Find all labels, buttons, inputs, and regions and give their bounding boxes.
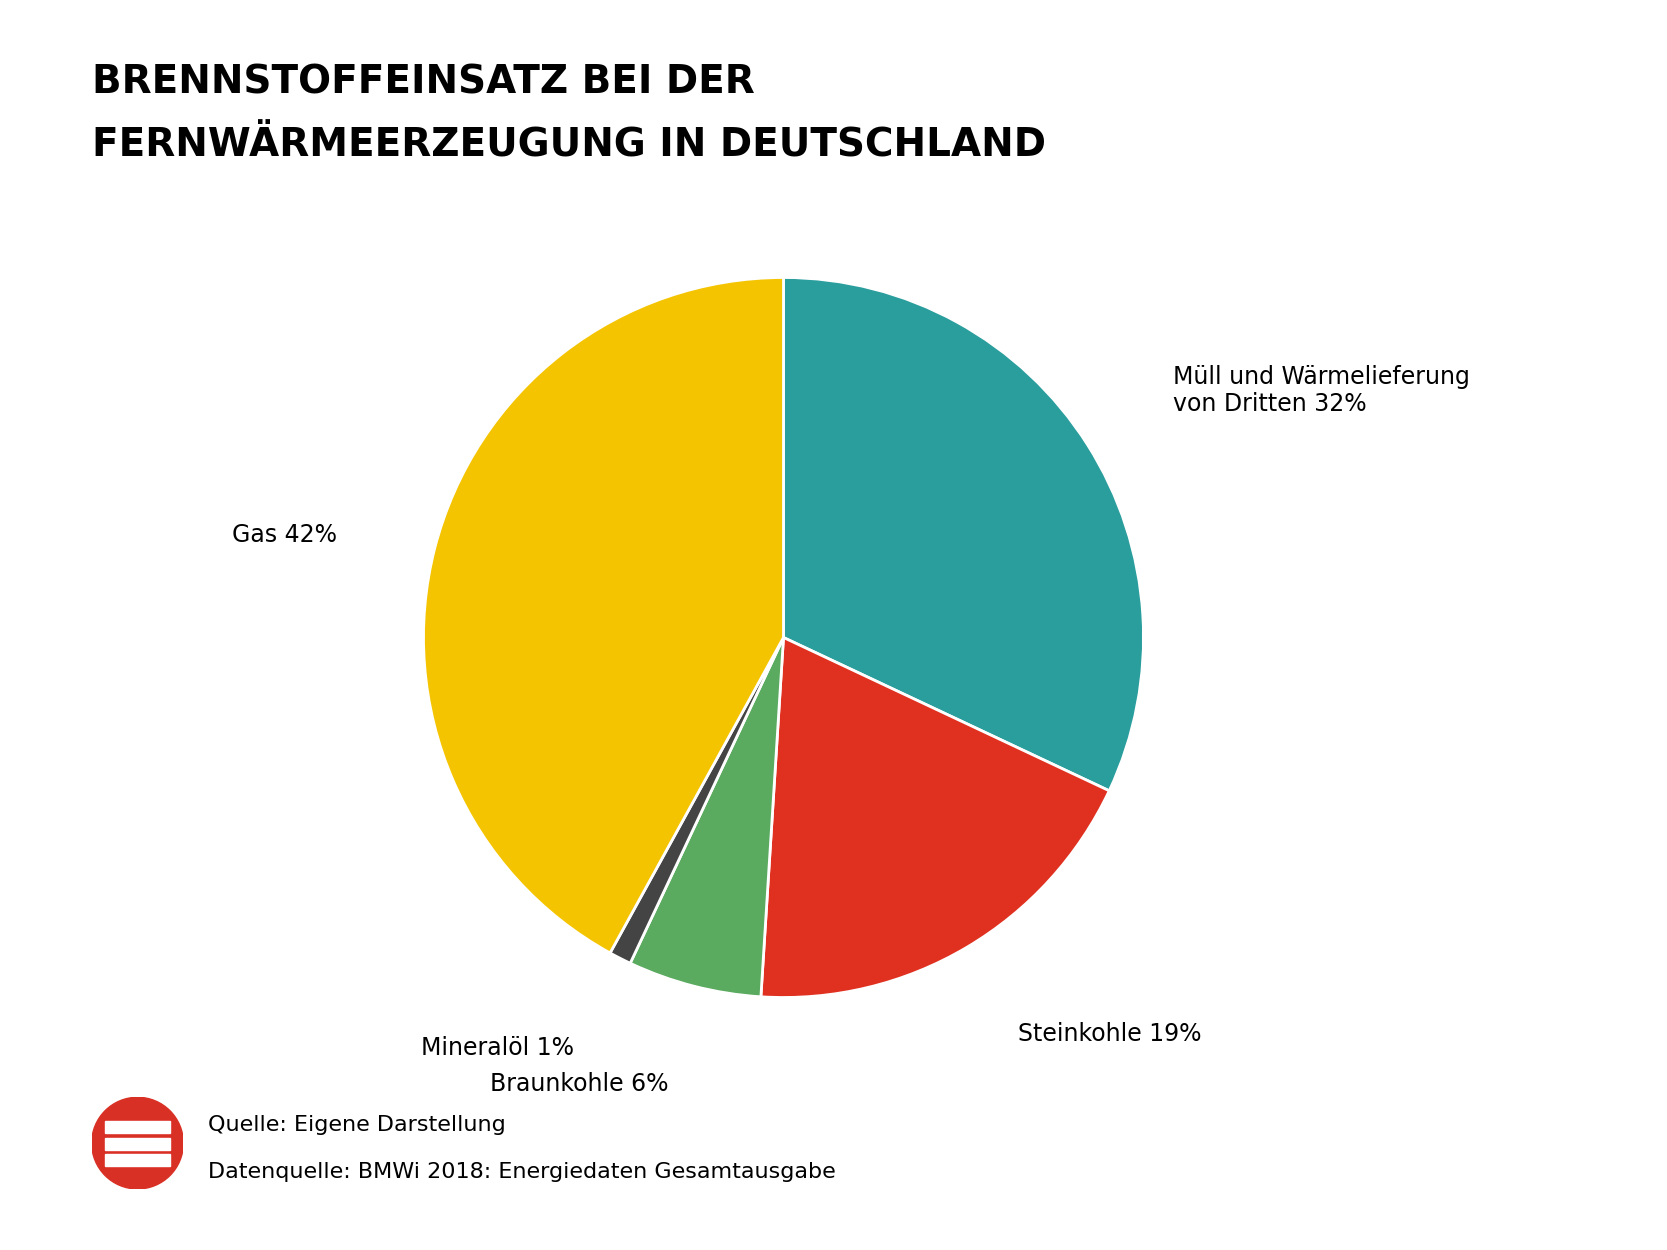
Wedge shape	[760, 638, 1109, 998]
Bar	[105, 1138, 170, 1150]
Bar	[105, 1154, 170, 1166]
Wedge shape	[630, 638, 783, 996]
Text: BRENNSTOFFEINSATZ BEI DER: BRENNSTOFFEINSATZ BEI DER	[92, 64, 755, 101]
Text: Gas 42%: Gas 42%	[232, 522, 337, 548]
Text: Steinkohle 19%: Steinkohle 19%	[1019, 1022, 1202, 1046]
Ellipse shape	[92, 1098, 183, 1189]
Text: Datenquelle: BMWi 2018: Energiedaten Gesamtausgabe: Datenquelle: BMWi 2018: Energiedaten Ges…	[208, 1161, 837, 1181]
Text: FERNWÄRMEERZEUGUNG IN DEUTSCHLAND: FERNWÄRMEERZEUGUNG IN DEUTSCHLAND	[92, 126, 1045, 164]
Wedge shape	[423, 278, 783, 952]
Text: Müll und Wärmelieferung
von Dritten 32%: Müll und Wärmelieferung von Dritten 32%	[1172, 365, 1469, 416]
Text: Mineralöl 1%: Mineralöl 1%	[422, 1036, 575, 1060]
Bar	[105, 1121, 170, 1132]
Wedge shape	[783, 278, 1144, 791]
Wedge shape	[610, 638, 783, 964]
Text: Quelle: Eigene Darstellung: Quelle: Eigene Darstellung	[208, 1115, 507, 1135]
Text: Braunkohle 6%: Braunkohle 6%	[490, 1071, 668, 1096]
